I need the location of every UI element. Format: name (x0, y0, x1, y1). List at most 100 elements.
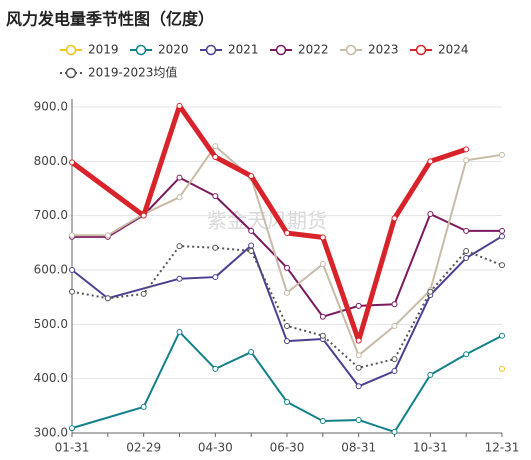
x-tick-label: 04-30 (198, 441, 233, 455)
data-point (463, 351, 470, 358)
data-point (427, 371, 434, 378)
data-point (69, 288, 75, 295)
data-point (499, 151, 505, 158)
data-point (427, 158, 434, 165)
data-point (140, 403, 147, 410)
data-point (176, 194, 183, 201)
data-point (499, 233, 505, 240)
data-point (284, 230, 290, 237)
data-point (69, 425, 75, 432)
data-point (319, 261, 326, 268)
data-point (391, 215, 398, 222)
data-point (212, 274, 219, 281)
y-tick-label: 800.0 (34, 154, 68, 168)
legend-marker (345, 44, 357, 56)
data-point (212, 365, 219, 372)
data-point (463, 247, 470, 254)
data-point (212, 153, 219, 160)
x-tick-label: 02-29 (126, 441, 161, 455)
data-point (355, 364, 362, 371)
legend-label: 2019 (88, 43, 119, 57)
legend-marker (65, 67, 77, 79)
data-point (176, 243, 183, 250)
data-point (319, 332, 326, 339)
data-point (391, 301, 398, 308)
data-point (355, 383, 362, 390)
series-line (72, 176, 502, 318)
data-point (248, 349, 255, 356)
data-point (463, 157, 470, 164)
legend-item: 2020 (130, 43, 189, 57)
x-tick-label: 12-31 (485, 441, 520, 455)
data-point (427, 288, 434, 295)
data-point (284, 264, 290, 271)
y-tick-label: 500.0 (34, 317, 68, 331)
y-tick-label: 900.0 (34, 100, 68, 114)
x-tick-label: 01-31 (55, 441, 90, 455)
data-point (319, 234, 326, 241)
data-point (176, 174, 183, 181)
legend-item: 2022 (270, 43, 329, 57)
data-point (499, 227, 505, 234)
legend-item: 2024 (410, 43, 469, 57)
legend-label: 2021 (228, 43, 259, 57)
legend-item: 2019 (60, 43, 119, 57)
legend-label: 2020 (158, 43, 189, 57)
data-point (499, 332, 505, 339)
data-point (284, 399, 290, 406)
y-tick-label: 400.0 (34, 371, 68, 385)
legend-label: 2022 (298, 43, 329, 57)
series-line (71, 235, 503, 388)
data-point (140, 212, 147, 219)
data-point (176, 275, 183, 282)
legend-item: 2019-2023均值 (60, 65, 177, 80)
data-point (176, 102, 183, 109)
legend-item: 2023 (340, 43, 399, 57)
data-point (391, 428, 398, 435)
data-point (284, 322, 290, 329)
data-point (212, 143, 219, 150)
legend-marker (205, 44, 217, 56)
data-point (391, 368, 398, 375)
data-point (319, 313, 326, 320)
data-point (463, 227, 470, 234)
data-point (176, 328, 183, 335)
data-point (463, 255, 470, 262)
data-point (355, 302, 362, 309)
data-point (69, 159, 75, 166)
data-point (212, 193, 219, 200)
data-point (463, 146, 470, 153)
x-tick-label: 10-31 (413, 441, 448, 455)
legend-label: 2019-2023均值 (88, 65, 177, 80)
legend-marker (65, 44, 77, 56)
data-point (69, 267, 75, 273)
legend-marker (135, 44, 147, 56)
data-point (248, 173, 255, 180)
data-point (355, 337, 362, 344)
chart-title: 风力发电量季节性图（亿度） (6, 10, 214, 29)
data-point (104, 295, 111, 302)
data-point (104, 232, 111, 239)
data-point (248, 247, 255, 254)
data-point (427, 211, 434, 218)
data-point (284, 338, 290, 345)
data-point (499, 365, 505, 372)
legend-label: 2024 (438, 43, 469, 57)
data-point (140, 290, 147, 297)
data-point (391, 322, 398, 329)
series-line (71, 330, 503, 433)
y-tick-label: 700.0 (34, 208, 68, 222)
legend-marker (275, 44, 287, 56)
data-point (355, 352, 362, 359)
x-tick-label: 08-31 (341, 441, 376, 455)
data-point (248, 227, 255, 234)
x-tick-label: 06-30 (270, 441, 305, 455)
data-point (69, 232, 75, 239)
legend-label: 2023 (368, 43, 399, 57)
data-point (212, 244, 219, 251)
data-point (248, 242, 255, 249)
data-point (391, 356, 398, 363)
data-point (499, 262, 505, 269)
legend-marker (415, 44, 427, 56)
